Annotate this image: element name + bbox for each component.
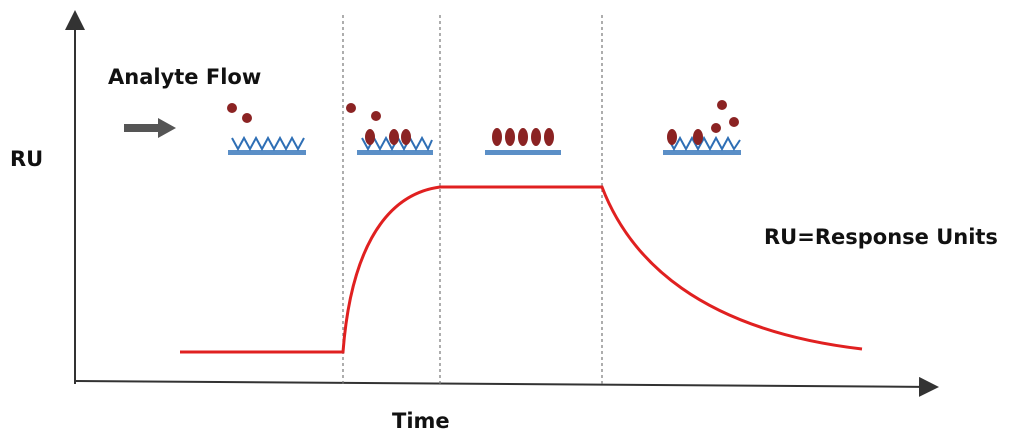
surface-icon (227, 103, 306, 155)
legend-note: RU=Response Units (764, 225, 998, 249)
surface-icon (663, 100, 741, 155)
surface-icon (485, 128, 561, 155)
sensorgram: Analyte Flow RU RU=Response Units Time (0, 0, 1032, 436)
y-axis-label: RU (10, 147, 43, 171)
x-axis (75, 381, 935, 387)
flow-label: Analyte Flow (108, 65, 261, 89)
flow-arrow (124, 118, 176, 138)
response-curve (180, 187, 862, 352)
x-axis-label: Time (392, 409, 450, 433)
surface-icon (346, 103, 433, 155)
